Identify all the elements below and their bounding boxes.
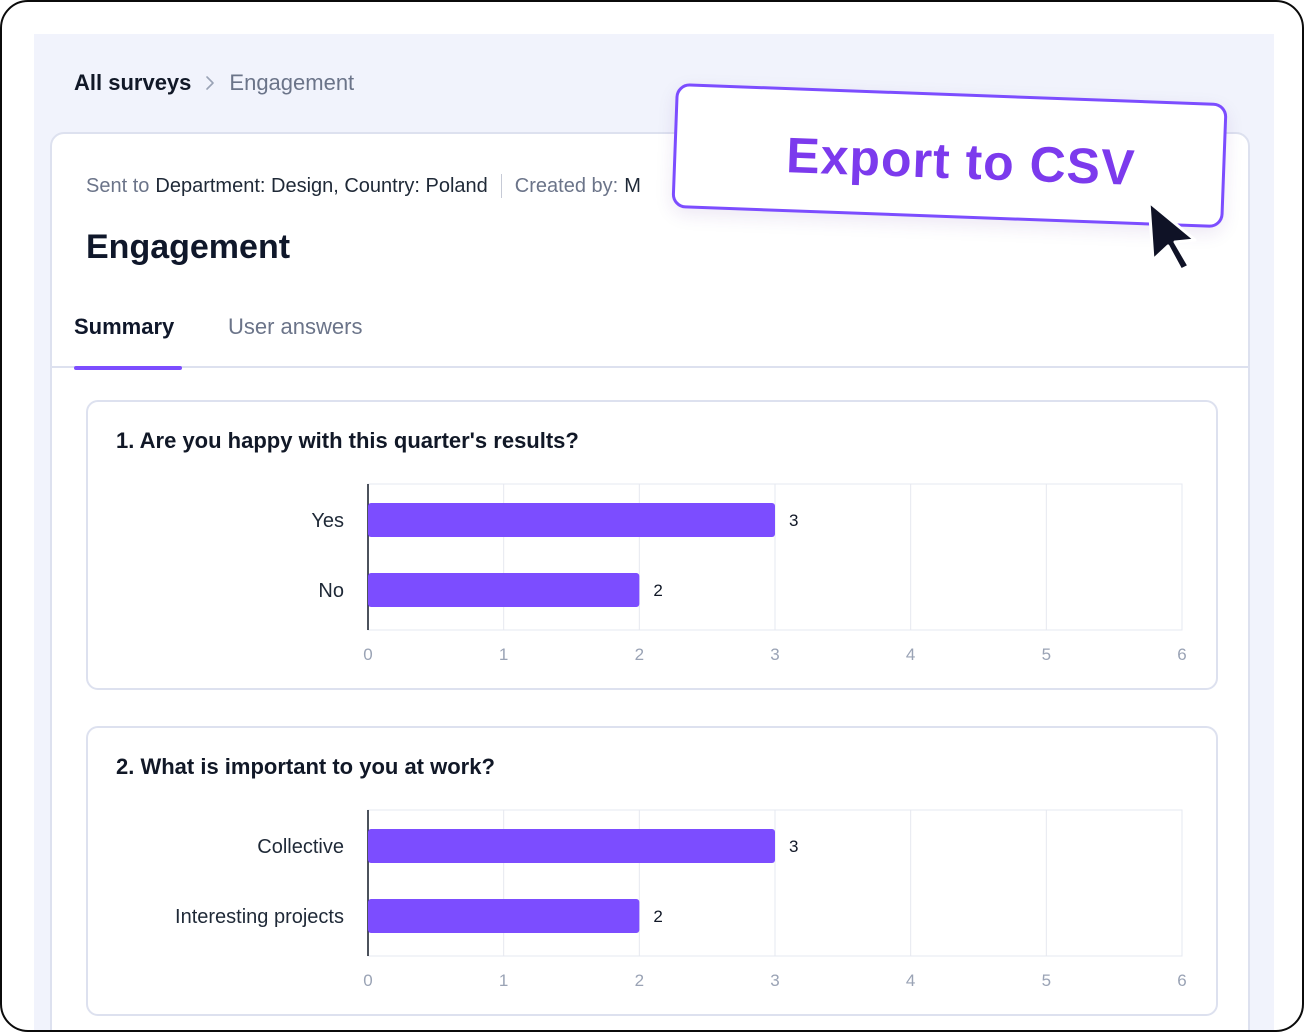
breadcrumb: All surveys Engagement	[74, 70, 354, 96]
sent-to-label: Sent to	[86, 174, 150, 197]
bar	[368, 829, 775, 863]
question-card-1: 1. Are you happy with this quarter's res…	[86, 400, 1218, 690]
x-tick-label: 0	[363, 971, 372, 990]
created-by-value: M	[624, 174, 641, 197]
chevron-right-icon	[205, 75, 215, 91]
sent-to-value: Department: Design, Country: Poland	[155, 174, 488, 197]
x-tick-label: 1	[499, 645, 508, 664]
category-label: No	[318, 580, 344, 602]
question-title: 1. Are you happy with this quarter's res…	[116, 428, 579, 453]
bar	[368, 899, 640, 933]
x-tick-label: 5	[1042, 645, 1051, 664]
question-card-2: 2. What is important to you at work? 0 1 2…	[86, 726, 1218, 1016]
category-label: Yes	[311, 510, 344, 532]
bar-value-label: 3	[789, 837, 798, 856]
x-tick-label: 6	[1177, 971, 1186, 990]
created-by-label: Created by:	[514, 174, 619, 197]
answers-bar-chart: 0 1 2 3 4 5 6 Yes 3 No 2	[311, 483, 1187, 664]
question-title: 2. What is important to you at work?	[116, 754, 495, 779]
category-label: Interesting projects	[175, 906, 344, 928]
x-tick-label: 4	[906, 645, 915, 664]
x-tick-label: 1	[499, 971, 508, 990]
x-tick-label: 5	[1042, 971, 1051, 990]
x-tick-label: 4	[906, 971, 915, 990]
survey-title: Engagement	[86, 228, 291, 266]
breadcrumb-all-surveys-link[interactable]: All surveys	[74, 70, 192, 95]
mouse-pointer-icon	[1147, 200, 1197, 272]
survey-card: Sent to Department: Design, Country: Pol…	[50, 132, 1250, 1030]
x-tick-label: 6	[1177, 645, 1186, 664]
tab-user-answers[interactable]: User answers	[228, 314, 363, 339]
bar-value-label: 2	[653, 907, 662, 926]
answers-bar-chart: 0 1 2 3 4 5 6 Collective 3 Interesting projects 2	[175, 809, 1187, 990]
survey-tabs: Summary User answers	[52, 312, 1250, 370]
export-csv-label: Export to CSV	[785, 127, 1137, 196]
x-tick-label: 0	[363, 645, 372, 664]
x-tick-label: 3	[770, 645, 779, 664]
tab-summary[interactable]: Summary	[74, 312, 183, 370]
x-tick-label: 2	[635, 645, 644, 664]
category-label: Collective	[257, 836, 344, 858]
bar-value-label: 2	[653, 581, 662, 600]
survey-meta: Sent to Department: Design, Country: Pol…	[86, 174, 641, 198]
bar	[368, 503, 775, 537]
meta-divider	[500, 174, 502, 198]
breadcrumb-current: Engagement	[229, 70, 355, 95]
x-tick-label: 3	[770, 971, 779, 990]
bar	[368, 573, 640, 607]
bar-value-label: 3	[789, 511, 798, 530]
x-tick-label: 2	[635, 971, 644, 990]
